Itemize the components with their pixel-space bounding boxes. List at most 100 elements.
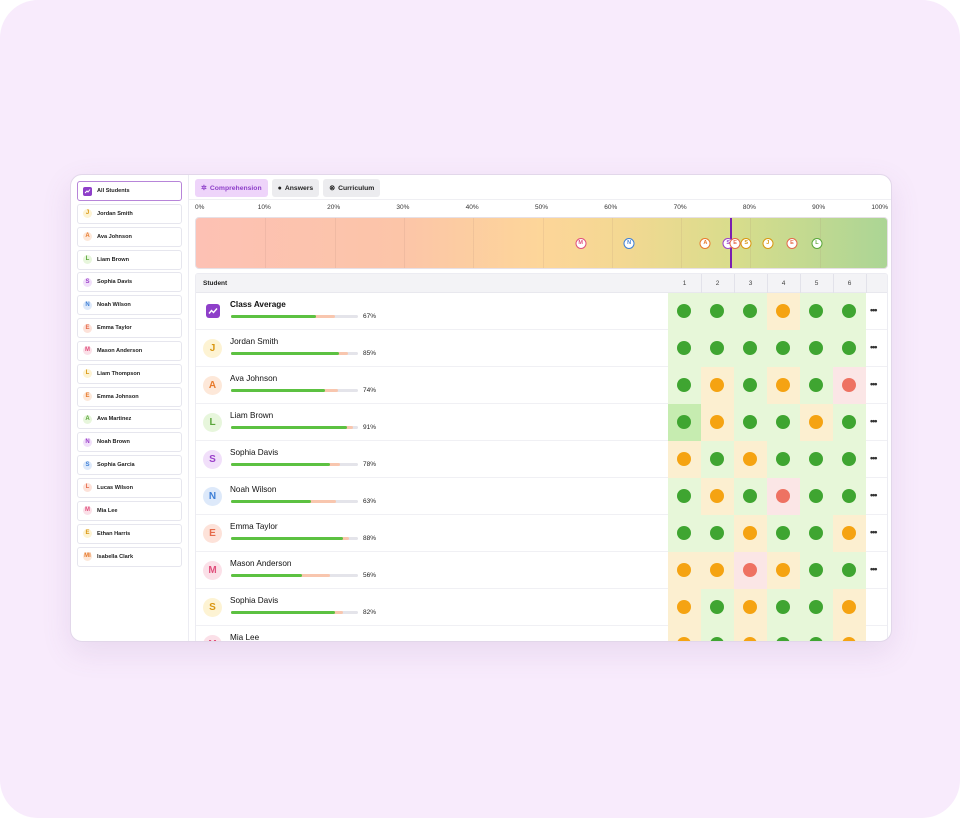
student-marker[interactable]: L	[811, 238, 823, 249]
question-cell[interactable]	[734, 626, 767, 641]
question-cell[interactable]	[800, 404, 833, 441]
sidebar-item-all-students[interactable]: All Students	[77, 181, 182, 201]
table-row[interactable]: M Mason Anderson 56% •••	[196, 552, 887, 589]
question-cell[interactable]	[701, 478, 734, 515]
student-marker[interactable]: J	[762, 238, 774, 249]
table-row[interactable]: L Liam Brown 91% •••	[196, 404, 887, 441]
sidebar-item-student[interactable]: N Noah Brown	[77, 432, 182, 453]
question-cell[interactable]	[767, 626, 800, 641]
question-cell[interactable]	[734, 552, 767, 589]
question-cell[interactable]	[701, 404, 734, 441]
question-cell[interactable]	[800, 330, 833, 367]
more-options-icon[interactable]: •••	[870, 453, 878, 463]
question-cell[interactable]	[668, 330, 701, 367]
table-row[interactable]: M Mia Lee	[196, 626, 887, 642]
question-cell[interactable]	[800, 626, 833, 641]
question-cell[interactable]	[701, 552, 734, 589]
question-cell[interactable]	[668, 404, 701, 441]
question-cell[interactable]	[833, 404, 866, 441]
question-cell[interactable]	[767, 293, 800, 330]
question-cell[interactable]	[833, 589, 866, 626]
student-name[interactable]: Class Average	[230, 300, 286, 309]
sidebar-item-student[interactable]: E Emma Johnson	[77, 386, 182, 407]
more-options-icon[interactable]: •••	[870, 305, 878, 315]
question-cell[interactable]	[668, 478, 701, 515]
student-marker[interactable]: M	[575, 238, 587, 249]
student-marker[interactable]: E	[729, 238, 741, 249]
student-marker[interactable]: S	[740, 238, 752, 249]
sidebar-item-student[interactable]: A Ava Johnson	[77, 226, 182, 247]
more-options-icon[interactable]: •••	[870, 379, 878, 389]
sidebar-item-student[interactable]: MI Isabella Clark	[77, 546, 182, 567]
student-name[interactable]: Sophia Davis	[230, 448, 279, 457]
question-cell[interactable]	[734, 478, 767, 515]
question-cell[interactable]	[833, 330, 866, 367]
question-cell[interactable]	[833, 441, 866, 478]
student-column-header[interactable]: Student	[203, 280, 228, 287]
sidebar-item-student[interactable]: M Mia Lee	[77, 500, 182, 521]
question-cell[interactable]	[668, 293, 701, 330]
student-name[interactable]: Noah Wilson	[230, 485, 277, 494]
question-column-header[interactable]: 6	[847, 280, 852, 287]
question-cell[interactable]	[734, 589, 767, 626]
sidebar-item-student[interactable]: S Sophia Garcia	[77, 455, 182, 476]
sidebar-item-student[interactable]: E Ethan Harris	[77, 523, 182, 544]
question-cell[interactable]	[800, 515, 833, 552]
student-marker[interactable]: N	[623, 238, 635, 249]
more-options-icon[interactable]: •••	[870, 342, 878, 352]
question-cell[interactable]	[800, 589, 833, 626]
question-cell[interactable]	[734, 515, 767, 552]
table-row[interactable]: N Noah Wilson 63% •••	[196, 478, 887, 515]
sidebar-item-student[interactable]: A Ava Martinez	[77, 409, 182, 430]
sidebar-item-student[interactable]: S Sophia Davis	[77, 272, 182, 293]
question-cell[interactable]	[800, 367, 833, 404]
question-cell[interactable]	[800, 552, 833, 589]
more-options-icon[interactable]: •••	[870, 416, 878, 426]
question-cell[interactable]	[734, 404, 767, 441]
question-cell[interactable]	[767, 367, 800, 404]
student-name[interactable]: Sophia Davis	[230, 596, 279, 605]
tab-comprehension[interactable]: ✲ Comprehension	[195, 179, 268, 197]
sidebar-item-student[interactable]: E Emma Taylor	[77, 318, 182, 339]
student-name[interactable]: Jordan Smith	[230, 337, 279, 346]
more-options-icon[interactable]: •••	[870, 564, 878, 574]
question-cell[interactable]	[800, 293, 833, 330]
class-average-row[interactable]: Class Average 67% •••	[196, 293, 887, 330]
question-column-header[interactable]: 3	[748, 280, 753, 287]
question-cell[interactable]	[701, 626, 734, 641]
sidebar-item-student[interactable]: L Lucas Wilson	[77, 477, 182, 498]
tab-curriculum[interactable]: ⊗ Curriculum	[323, 179, 381, 197]
question-cell[interactable]	[833, 367, 866, 404]
sidebar-item-student[interactable]: J Jordan Smith	[77, 203, 182, 224]
question-cell[interactable]	[701, 515, 734, 552]
question-cell[interactable]	[767, 478, 800, 515]
student-marker[interactable]: A	[699, 238, 711, 249]
question-column-header[interactable]: 2	[715, 280, 720, 287]
question-cell[interactable]	[833, 552, 866, 589]
question-cell[interactable]	[734, 367, 767, 404]
question-cell[interactable]	[833, 478, 866, 515]
question-cell[interactable]	[668, 552, 701, 589]
question-cell[interactable]	[767, 330, 800, 367]
question-cell[interactable]	[668, 626, 701, 641]
question-cell[interactable]	[668, 589, 701, 626]
sidebar-item-student[interactable]: M Mason Anderson	[77, 340, 182, 361]
question-cell[interactable]	[767, 404, 800, 441]
student-name[interactable]: Mia Lee	[230, 633, 260, 642]
question-cell[interactable]	[668, 367, 701, 404]
question-cell[interactable]	[734, 293, 767, 330]
table-row[interactable]: S Sophia Davis 78% •••	[196, 441, 887, 478]
question-column-header[interactable]: 4	[781, 280, 786, 287]
question-cell[interactable]	[734, 441, 767, 478]
sidebar-item-student[interactable]: L Liam Brown	[77, 249, 182, 270]
question-cell[interactable]	[833, 515, 866, 552]
question-cell[interactable]	[668, 441, 701, 478]
question-column-header[interactable]: 1	[682, 280, 687, 287]
more-options-icon[interactable]: •••	[870, 490, 878, 500]
more-options-icon[interactable]: •••	[870, 527, 878, 537]
question-cell[interactable]	[701, 330, 734, 367]
sidebar-item-student[interactable]: N Noah Wilson	[77, 295, 182, 316]
student-name[interactable]: Emma Taylor	[230, 522, 278, 531]
tab-answers[interactable]: ● Answers	[271, 179, 320, 197]
table-row[interactable]: J Jordan Smith 85% •••	[196, 330, 887, 367]
